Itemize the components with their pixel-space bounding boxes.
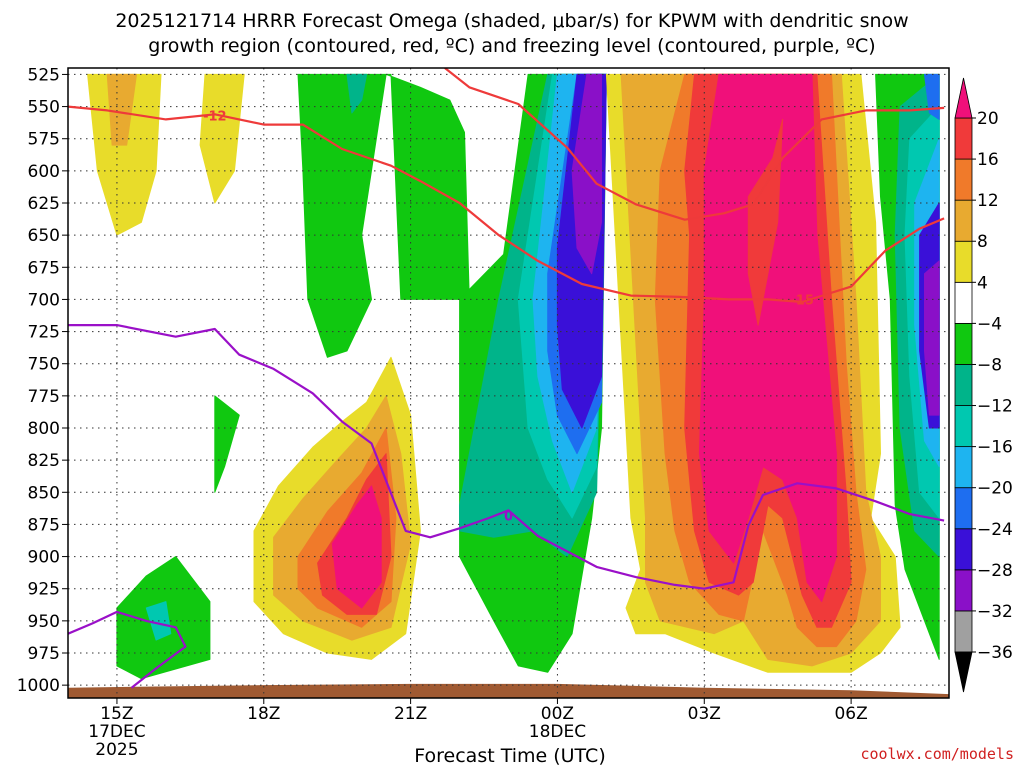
- colorbar-band-7: [954, 322, 973, 365]
- colorbar-bottom-arrow: [954, 651, 973, 693]
- y-axis: 525 550 575 600 625 650 675 700 725 750 775 800 825 8…: [17, 65, 68, 696]
- colorbar: 20 16 12 8 4 −4 −8 −12 −16 −20 −24 −28 −32 −36: [954, 77, 1013, 693]
- y-tick-label-1000: 1000: [17, 676, 60, 696]
- x-tick-label-15-1: 17DEC: [88, 722, 145, 742]
- colorbar-band-8: [954, 281, 973, 324]
- y-tick-label-525: 525: [28, 65, 60, 85]
- colorbar-label--32: −32: [977, 602, 1013, 622]
- omega-region-4: [346, 73, 368, 114]
- colorbar-band-9: [954, 240, 973, 283]
- x-tick-label-30-0: 06Z: [834, 704, 867, 724]
- colorbar-band-11: [954, 158, 973, 201]
- omega-region-12: [331, 485, 382, 609]
- x-tick-label-15-2: 2025: [95, 740, 138, 760]
- x-tick-label-24-0: 00Z: [541, 704, 574, 724]
- y-tick-label-775: 775: [28, 387, 60, 407]
- y-tick-label-725: 725: [28, 323, 60, 343]
- surface-terrain-layer: [68, 683, 949, 698]
- omega-region-5: [214, 395, 240, 493]
- colorbar-band-10: [954, 199, 973, 242]
- colorbar-label--4: −4: [977, 314, 1002, 334]
- freezing-contour-0: [68, 324, 945, 590]
- y-tick-label-575: 575: [28, 130, 60, 150]
- colorbar-band-1: [954, 569, 973, 612]
- colorbar-band-2: [954, 528, 973, 571]
- y-tick-label-700: 700: [28, 290, 60, 310]
- colorbar-label-20: 20: [977, 109, 999, 129]
- dendritic-label-1: -15: [790, 293, 814, 308]
- colorbar-band-6: [954, 364, 973, 406]
- y-tick-label-825: 825: [28, 451, 60, 471]
- dendritic-label-0: -12: [203, 110, 227, 125]
- colorbar-label-4: 4: [977, 273, 988, 293]
- colorbar-top-arrow: [954, 77, 973, 119]
- freezing-label-0: 0: [504, 509, 513, 524]
- y-tick-label-800: 800: [28, 419, 60, 439]
- x-tick-label-15-0: 15Z: [100, 704, 133, 724]
- y-tick-label-875: 875: [28, 515, 60, 535]
- colorbar-label--8: −8: [977, 355, 1002, 375]
- colorbar-band-3: [954, 487, 973, 530]
- omega-region-24: [698, 73, 837, 603]
- x-tick-label-27-0: 03Z: [688, 704, 721, 724]
- colorbar-band-5: [954, 405, 973, 448]
- colorbar-label--20: −20: [977, 479, 1013, 499]
- chart-title-line-1: 2025121714 HRRR Forecast Omega (shaded, …: [115, 10, 909, 32]
- y-tick-label-550: 550: [28, 98, 60, 118]
- colorbar-band-4: [954, 446, 973, 489]
- credit-text: coolwx.com/models: [860, 745, 1014, 763]
- colorbar-band-12: [954, 117, 973, 160]
- colorbar-label--24: −24: [977, 520, 1013, 540]
- colorbar-label-16: 16: [977, 150, 999, 170]
- y-tick-label-900: 900: [28, 548, 60, 568]
- colorbar-label--12: −12: [977, 397, 1013, 417]
- x-tick-label-24-1: 18DEC: [529, 722, 586, 742]
- omega-region-19: [571, 73, 602, 275]
- y-tick-label-925: 925: [28, 580, 60, 600]
- colorbar-label--36: −36: [977, 643, 1013, 663]
- surface-terrain: [68, 683, 949, 698]
- x-axis-label: Forecast Time (UTC): [414, 745, 606, 767]
- y-tick-label-950: 950: [28, 612, 60, 632]
- y-tick-label-850: 850: [28, 483, 60, 503]
- omega-region-32: [924, 260, 940, 416]
- omega-region-0: [87, 73, 162, 236]
- colorbar-label-8: 8: [977, 232, 988, 252]
- omega-region-1: [106, 73, 137, 146]
- colorbar-label--16: −16: [977, 438, 1013, 458]
- y-tick-label-975: 975: [28, 644, 60, 664]
- y-tick-label-650: 650: [28, 226, 60, 246]
- omega-region-2: [199, 73, 245, 204]
- y-tick-label-675: 675: [28, 258, 60, 278]
- dendritic-contour-0: [68, 105, 945, 304]
- freezing-contour-1: [68, 610, 187, 689]
- contour-layer: -12 -15 0: [68, 68, 945, 689]
- y-tick-label-600: 600: [28, 162, 60, 182]
- x-tick-label-21-0: 21Z: [394, 704, 427, 724]
- plot-frame: [67, 67, 950, 699]
- y-tick-label-625: 625: [28, 194, 60, 214]
- chart-title-line-2: growth region (contoured, red, ºC) and f…: [148, 35, 876, 57]
- colorbar-label--28: −28: [977, 561, 1013, 581]
- y-tick-label-750: 750: [28, 355, 60, 375]
- colorbar-band-0: [954, 610, 973, 653]
- x-tick-label-18-0: 18Z: [247, 704, 280, 724]
- dendritic-contour-1: [444, 68, 945, 221]
- colorbar-label-12: 12: [977, 191, 999, 211]
